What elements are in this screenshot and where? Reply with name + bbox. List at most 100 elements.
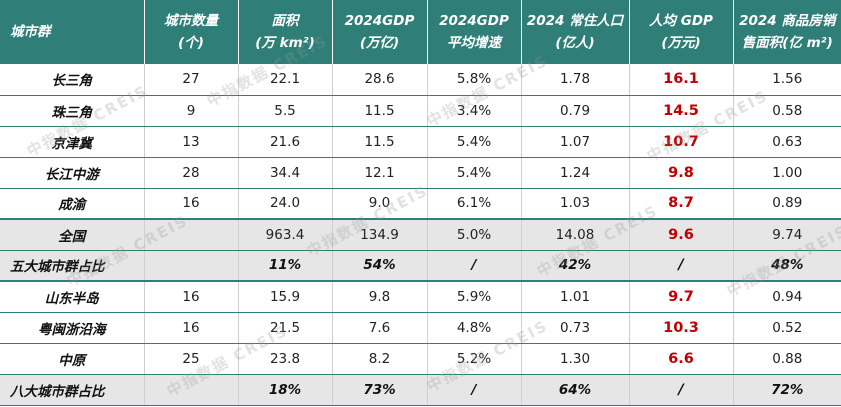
cell-growth: / — [427, 374, 522, 406]
cell-area: 34.4 — [238, 157, 333, 189]
cell-gdp: 11.5 — [332, 95, 428, 127]
cell-pop: 1.24 — [521, 157, 630, 189]
cell-cities: 13 — [144, 126, 239, 158]
cell-cluster-name: 成渝 — [0, 188, 145, 220]
cell-area: 963.4 — [238, 219, 333, 251]
cell-growth: 5.4% — [427, 126, 522, 158]
cell-pop: 1.30 — [521, 343, 630, 375]
table-row: 山东半岛 16 15.9 9.8 5.9% 1.01 9.7 0.94 — [0, 281, 841, 313]
cell-per-capita: / — [629, 374, 734, 406]
header-city-count: 城市数量 (个) — [144, 0, 239, 64]
cell-sales: 0.89 — [733, 188, 841, 220]
cell-growth: 4.8% — [427, 312, 522, 344]
cell-pop: 0.79 — [521, 95, 630, 127]
cell-gdp: 28.6 — [332, 64, 428, 96]
cell-growth: 3.4% — [427, 95, 522, 127]
cell-area: 21.5 — [238, 312, 333, 344]
header-housing-sales: 2024 商品房销 售面积(亿 m²) — [733, 0, 841, 64]
table-row: 长三角 27 22.1 28.6 5.8% 1.78 16.1 1.56 — [0, 64, 841, 96]
cell-growth: 5.8% — [427, 64, 522, 96]
cell-area: 11% — [238, 250, 333, 282]
cell-cluster-name: 粤闽浙沿海 — [0, 312, 145, 344]
cell-cities: 9 — [144, 95, 239, 127]
table-row: 八大城市群占比 18% 73%/64%/72% — [0, 374, 841, 406]
header-gdp-per-capita: 人均 GDP (万元) — [629, 0, 734, 64]
cell-gdp: 7.6 — [332, 312, 428, 344]
cell-cluster-name: 珠三角 — [0, 95, 145, 127]
cell-cities: 16 — [144, 312, 239, 344]
cell-area: 21.6 — [238, 126, 333, 158]
cell-sales: 72% — [733, 374, 841, 406]
table-row: 全国 963.4 134.9 5.0% 14.08 9.6 9.74 — [0, 219, 841, 251]
cell-cities: 25 — [144, 343, 239, 375]
cell-pop: 1.01 — [521, 281, 630, 313]
cell-pop: 0.73 — [521, 312, 630, 344]
cell-cluster-name: 山东半岛 — [0, 281, 145, 313]
cell-per-capita: 10.3 — [629, 312, 734, 344]
cell-sales: 0.88 — [733, 343, 841, 375]
cell-per-capita: 8.7 — [629, 188, 734, 220]
cell-sales: 1.56 — [733, 64, 841, 96]
cell-area: 22.1 — [238, 64, 333, 96]
cell-area: 15.9 — [238, 281, 333, 313]
cell-cities — [144, 374, 239, 406]
cell-cities: 16 — [144, 281, 239, 313]
cell-sales: 0.52 — [733, 312, 841, 344]
table-row: 成渝 16 24.0 9.0 6.1% 1.03 8.7 0.89 — [0, 188, 841, 220]
cell-cities: 16 — [144, 188, 239, 220]
table-row: 长江中游 28 34.4 12.1 5.4% 1.24 9.8 1.00 — [0, 157, 841, 189]
cell-per-capita: 16.1 — [629, 64, 734, 96]
cell-per-capita: / — [629, 250, 734, 282]
cell-cluster-name: 京津冀 — [0, 126, 145, 158]
cell-area: 5.5 — [238, 95, 333, 127]
cell-sales: 0.58 — [733, 95, 841, 127]
cell-area: 23.8 — [238, 343, 333, 375]
header-gdp: 2024GDP (万亿) — [332, 0, 428, 64]
table-row: 京津冀 13 21.6 11.5 5.4% 1.07 10.7 0.63 — [0, 126, 841, 158]
cell-growth: 5.0% — [427, 219, 522, 251]
cell-cluster-name: 中原 — [0, 343, 145, 375]
header-row: 城市群 城市数量 (个) 面积 (万 km²) 2024GDP (万亿) 2024GD… — [0, 0, 841, 64]
cell-cluster-name: 长江中游 — [0, 157, 145, 189]
cell-per-capita: 9.6 — [629, 219, 734, 251]
cell-sales: 1.00 — [733, 157, 841, 189]
cell-per-capita: 9.8 — [629, 157, 734, 189]
cell-sales: 48% — [733, 250, 841, 282]
table-row: 粤闽浙沿海 16 21.5 7.6 4.8% 0.73 10.3 0.52 — [0, 312, 841, 344]
header-area: 面积 (万 km²) — [238, 0, 333, 64]
cell-per-capita: 6.6 — [629, 343, 734, 375]
cell-per-capita: 10.7 — [629, 126, 734, 158]
cell-growth: 5.2% — [427, 343, 522, 375]
header-gdp-growth: 2024GDP 平均增速 — [427, 0, 522, 64]
cell-gdp: 134.9 — [332, 219, 428, 251]
cell-growth: / — [427, 250, 522, 282]
header-cluster: 城市群 — [0, 0, 145, 64]
cell-gdp: 54% — [332, 250, 428, 282]
cell-gdp: 9.8 — [332, 281, 428, 313]
cell-cities: 28 — [144, 157, 239, 189]
cell-area: 18% — [238, 374, 333, 406]
table-row: 珠三角 9 5.5 11.5 3.4% 0.79 14.5 0.58 — [0, 95, 841, 127]
cell-pop: 42% — [521, 250, 630, 282]
cell-cluster-name: 五大城市群占比 — [0, 250, 145, 282]
cell-gdp: 9.0 — [332, 188, 428, 220]
cell-sales: 9.74 — [733, 219, 841, 251]
cell-pop: 1.03 — [521, 188, 630, 220]
table-row: 中原 25 23.8 8.2 5.2% 1.30 6.6 0.88 — [0, 343, 841, 375]
cell-growth: 5.4% — [427, 157, 522, 189]
cell-cluster-name: 长三角 — [0, 64, 145, 96]
cell-sales: 0.63 — [733, 126, 841, 158]
cell-cities — [144, 250, 239, 282]
table-row: 五大城市群占比 11% 54%/42%/48% — [0, 250, 841, 282]
cell-cluster-name: 全国 — [0, 219, 145, 251]
cell-cluster-name: 八大城市群占比 — [0, 374, 145, 406]
cell-pop: 1.07 — [521, 126, 630, 158]
cell-cities — [144, 219, 239, 251]
cell-sales: 0.94 — [733, 281, 841, 313]
cell-gdp: 8.2 — [332, 343, 428, 375]
cell-per-capita: 14.5 — [629, 95, 734, 127]
cell-gdp: 12.1 — [332, 157, 428, 189]
cell-pop: 14.08 — [521, 219, 630, 251]
cell-gdp: 11.5 — [332, 126, 428, 158]
